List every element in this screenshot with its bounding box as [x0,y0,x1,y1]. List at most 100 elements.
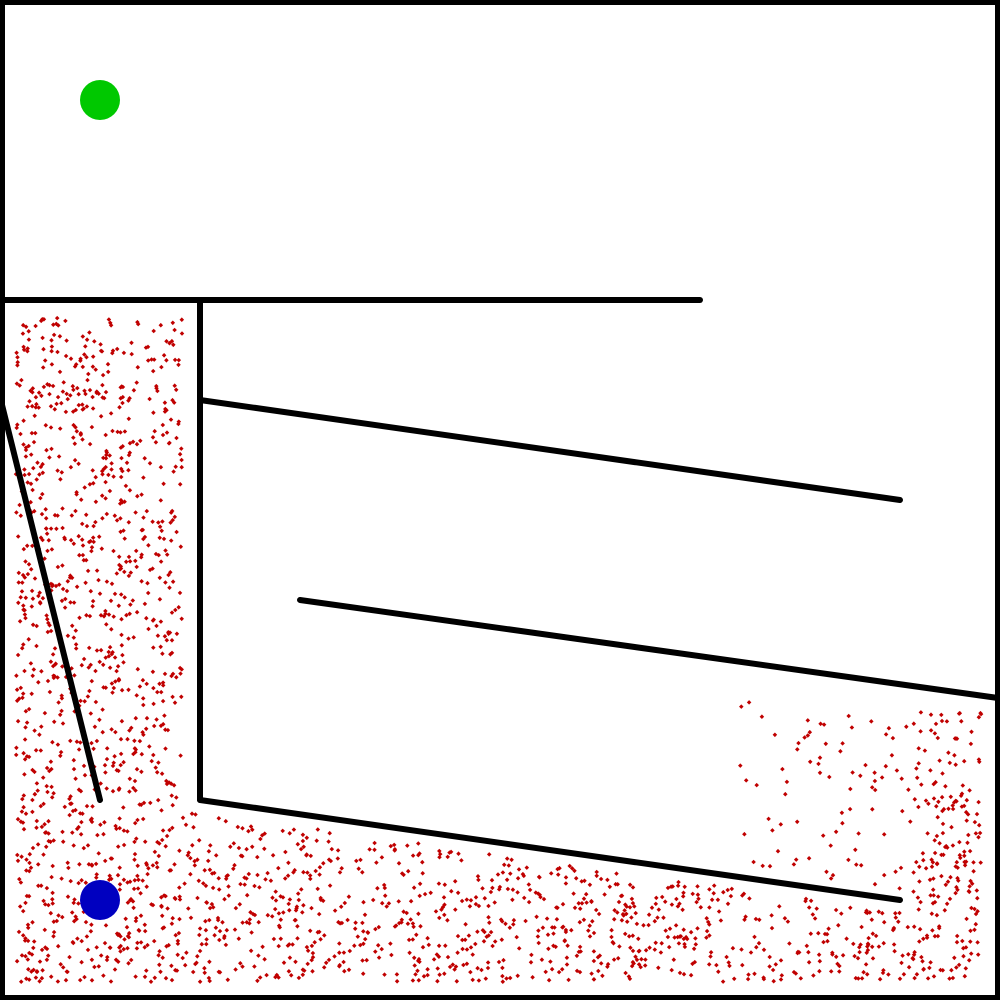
sample-point [464,897,470,902]
sample-point [435,978,440,984]
sample-point [460,946,465,952]
sample-point [375,886,380,891]
sample-point [946,750,951,755]
sample-point [662,899,668,904]
sample-point [746,972,751,977]
sample-point [977,830,983,836]
sample-point [273,889,278,894]
sample-point [416,978,422,983]
sample-point [475,929,480,934]
sample-point [865,910,870,916]
sample-point [375,943,381,948]
sample-point [501,862,507,868]
sample-point [364,957,369,963]
sample-point [327,830,332,836]
sample-point [300,972,306,978]
sample-point [939,718,945,724]
sample-point [817,968,822,974]
sample-point [911,870,916,875]
sample-point [881,832,887,837]
sample-point [956,878,961,883]
sample-point [942,908,948,913]
sample-point [328,858,334,864]
sample-point [806,949,811,955]
sample-point [442,902,447,907]
sample-point [539,957,545,962]
sample-point [388,843,394,849]
sample-point [475,965,480,971]
sample-point [483,976,489,981]
sample-point [634,957,640,963]
sample-point [618,893,624,899]
sample-point [810,912,816,917]
sample-point [342,968,347,974]
sample-point [806,856,812,861]
sample-point [406,937,412,943]
sample-point [748,950,754,955]
sample-point [628,945,633,950]
sample-point [760,863,765,869]
sample-point [176,357,182,363]
sample-point [833,907,839,913]
sample-point [652,947,658,952]
sample-point [639,956,644,962]
sample-point [586,928,591,933]
sample-point [399,871,405,876]
sample-point [139,492,144,497]
sample-point [830,950,835,956]
sample-point [41,317,47,322]
sample-point [656,965,661,971]
sample-point [473,941,478,947]
sample-point [273,898,279,903]
sample-point [126,416,132,422]
sample-point [135,365,141,370]
sample-point [950,806,956,812]
sample-point [335,848,341,853]
sample-point [256,953,261,958]
sample-point [176,362,181,368]
sample-point [23,324,29,330]
sample-point [678,934,684,939]
sample-point [384,904,389,909]
sample-point [399,917,405,923]
sample-point [505,886,511,892]
sample-point [931,893,936,898]
sample-point [449,888,454,894]
sample-point [917,939,922,944]
sample-point [456,851,461,856]
sample-point [30,390,35,395]
sample-point [420,944,426,950]
sample-point [682,944,688,950]
sample-point [742,831,747,837]
sample-point [273,974,278,980]
sample-point [500,973,505,979]
sample-point [495,872,501,877]
sample-point [373,926,378,932]
sample-point [682,941,687,947]
sample-point [932,731,938,736]
sample-point [442,971,447,976]
sample-point [641,923,646,928]
sample-point [906,952,911,957]
wall [0,402,103,803]
sample-point [936,924,942,929]
sample-point [937,841,942,846]
sample-point [488,889,494,895]
sample-point [58,477,63,482]
sample-point [287,831,292,836]
sample-point [954,884,959,890]
sample-point [257,885,262,890]
sample-point [500,965,505,971]
sample-point [960,783,966,788]
sample-point [944,901,950,907]
sample-point [286,969,292,974]
sample-point [965,840,970,846]
sample-point [953,762,958,767]
sample-point [450,962,456,967]
sample-point [436,943,442,949]
sample-point [490,885,495,891]
sample-point [470,977,475,983]
sample-point [370,897,376,903]
sample-point [656,907,662,912]
